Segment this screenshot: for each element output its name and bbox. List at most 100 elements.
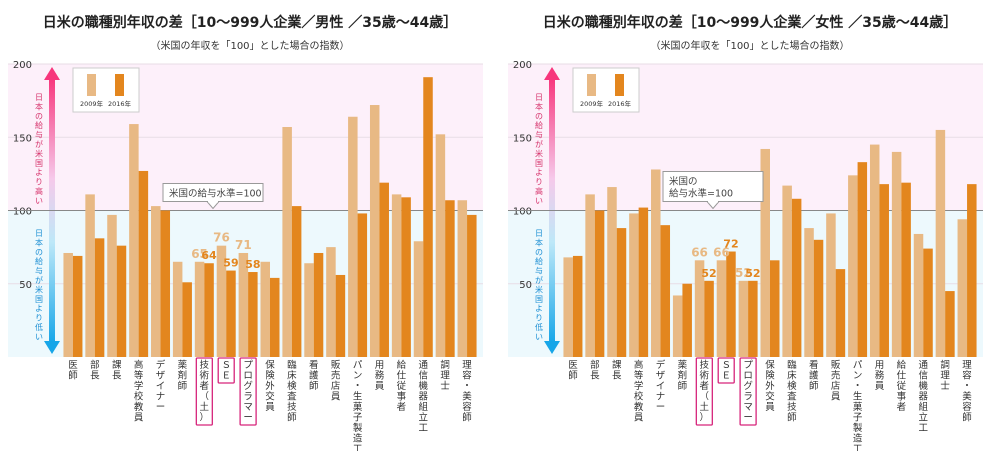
- data-label: 66: [691, 245, 708, 259]
- bar: [726, 251, 736, 357]
- bar: [704, 280, 714, 357]
- bar: [682, 283, 692, 357]
- highlight-box: [217, 357, 235, 384]
- bar: [413, 241, 424, 357]
- bar: [563, 257, 573, 357]
- category-label: 給仕従事者: [397, 359, 407, 413]
- bar: [357, 213, 368, 357]
- bar: [879, 184, 889, 357]
- category-label: ＳＥ: [221, 360, 231, 382]
- category-label: デザイナー: [156, 359, 166, 413]
- bar: [913, 233, 924, 357]
- bar: [594, 210, 605, 357]
- bar: [782, 185, 792, 357]
- chart-title: 日米の職種別年収の差［10～999人企業／男性 ／35歳～44歳］: [42, 15, 458, 31]
- bar: [891, 151, 902, 357]
- category-label: ＳＥ: [721, 360, 731, 382]
- bar: [172, 261, 183, 357]
- bar: [226, 270, 236, 357]
- highlight-box: [239, 357, 257, 426]
- bar: [85, 194, 95, 357]
- bar: [238, 252, 249, 357]
- data-label: 71: [235, 238, 252, 252]
- bar: [216, 245, 227, 357]
- category-label: 医師: [568, 360, 578, 382]
- y-tick-label: 150: [13, 133, 32, 144]
- category-label: 高等学校教員: [134, 359, 144, 424]
- bar: [423, 77, 433, 357]
- bar: [660, 225, 671, 357]
- arrow-up-label: 日本の給与が米国より高い: [535, 93, 543, 205]
- bar: [335, 274, 346, 357]
- arrow-down-icon: [544, 341, 560, 354]
- bar: [901, 182, 911, 357]
- bar: [194, 261, 205, 357]
- category-label: 調理士: [940, 359, 950, 392]
- data-label: 76: [213, 231, 230, 245]
- bar: [467, 214, 477, 357]
- data-label: 66: [713, 245, 730, 259]
- bar: [94, 238, 105, 357]
- legend-label: 2009年: [80, 99, 104, 108]
- bar: [694, 260, 705, 357]
- bar: [585, 194, 595, 357]
- legend-swatch: [587, 74, 596, 96]
- bar: [607, 187, 617, 357]
- bar: [129, 124, 139, 357]
- bar: [791, 198, 802, 357]
- chart-female: 日米の職種別年収の差［10～999人企業／女性 ／35歳～44歳］ （米国の年収…: [500, 0, 1000, 451]
- bar: [923, 248, 933, 357]
- bar: [160, 210, 171, 357]
- bar: [151, 206, 161, 357]
- chart-subtitle: （米国の年収を「100」とした場合の指数）: [150, 41, 350, 52]
- legend-swatch: [87, 74, 96, 96]
- bar: [204, 263, 214, 357]
- bar: [270, 277, 280, 357]
- y-tick-label: 100: [13, 207, 32, 218]
- bar: [445, 200, 455, 357]
- highlight-box: [195, 357, 213, 426]
- category-label: 理容・美容師: [962, 360, 972, 424]
- legend-label: 2016年: [108, 99, 132, 108]
- data-label: 59: [223, 257, 238, 270]
- category-label: 理容・美容師: [462, 360, 472, 424]
- category-label: 保険外交員: [765, 359, 775, 413]
- legend-label: 2016年: [608, 99, 632, 108]
- category-label: 部長: [590, 359, 600, 382]
- reference-label: 給与水準=100: [669, 188, 733, 200]
- y-tick-label: 200: [13, 60, 32, 71]
- category-label: プログラマー: [243, 360, 253, 424]
- bar: [260, 261, 270, 357]
- category-label: 保険外交員: [265, 359, 275, 413]
- category-label: 給仕従事者: [897, 359, 907, 413]
- bar: [304, 263, 314, 357]
- category-label: 技術者（土）: [700, 359, 710, 424]
- data-label: 65: [191, 247, 208, 261]
- bar: [826, 213, 836, 357]
- arrow-up-icon: [544, 67, 560, 80]
- bar: [835, 269, 846, 357]
- bar: [935, 129, 946, 357]
- legend-box: [72, 67, 140, 113]
- category-label: デザイナー: [656, 359, 666, 413]
- bar: [813, 239, 824, 357]
- bar: [651, 169, 661, 357]
- bar: [291, 206, 302, 357]
- bar: [313, 252, 324, 357]
- bar: [638, 207, 649, 357]
- bar: [869, 144, 880, 357]
- highlight-box: [739, 357, 757, 426]
- bar: [848, 175, 858, 357]
- data-label: 52: [701, 267, 716, 280]
- category-label: 通信機器組立工: [919, 360, 929, 434]
- category-label: パン・生菓子製造工: [353, 360, 363, 451]
- highlight-box: [695, 357, 713, 426]
- bar: [326, 247, 336, 357]
- bar: [770, 260, 780, 357]
- category-label: 課長: [612, 359, 622, 382]
- arrow-down-label: 日本の給与が米国より低い: [35, 229, 43, 341]
- category-label: 課長: [112, 359, 122, 382]
- category-label: 販売店員: [331, 359, 341, 403]
- category-label: 臨床検査技師: [787, 359, 797, 424]
- bar: [435, 134, 446, 357]
